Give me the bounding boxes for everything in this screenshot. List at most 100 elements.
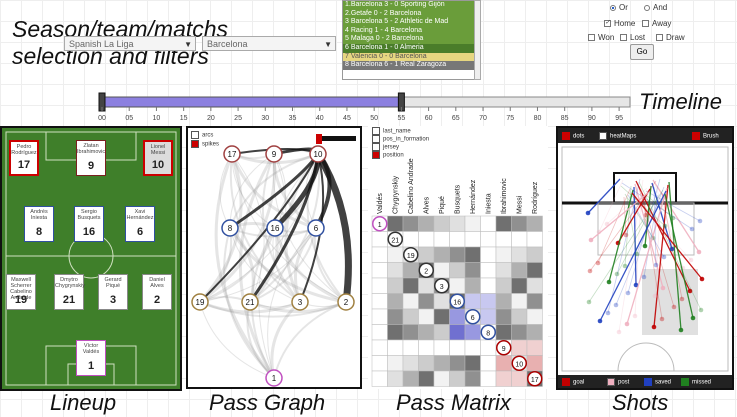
shot-dot[interactable] [698,307,704,313]
matrix-cell[interactable] [464,370,481,387]
matrix-cell[interactable] [480,277,497,294]
matrix-cell[interactable] [387,308,404,325]
matrix-cell[interactable] [387,293,404,310]
matrix-cell[interactable] [418,339,435,356]
matrix-cell[interactable] [526,215,543,232]
match-list[interactable]: 1.Barcelona 3 - 0 Sporting Gijón 2.Getafe… [342,0,476,80]
and-radio[interactable]: And [644,3,667,12]
matrix-cell[interactable] [387,355,404,372]
matrix-cell[interactable] [480,293,497,310]
matrix-cell[interactable] [433,293,450,310]
matrix-cell[interactable] [402,293,419,310]
matrix-cell[interactable] [464,293,481,310]
matrix-cell[interactable] [418,231,435,248]
shot-dot[interactable] [597,318,603,324]
timeline[interactable]: 00 05 10 15 20 25 30 35 40 45 50 55 60 65 70 75 80 85 90 95 [96,87,636,123]
matrix-cell[interactable] [449,370,466,387]
matrix-cell[interactable] [387,215,404,232]
team-select[interactable]: Barcelona ▼ [202,36,336,51]
timeline-svg[interactable]: 00 05 10 15 20 25 30 35 40 45 50 55 60 65 70 75 80 85 90 95 [96,87,636,123]
matrix-cell[interactable] [449,215,466,232]
matrix-column-label[interactable]: Ibrahimovic [501,178,508,214]
matrix-cell[interactable] [402,308,419,325]
matrix-cell[interactable] [418,324,435,341]
shot-dot[interactable] [623,232,629,238]
shot-dot[interactable] [653,262,659,268]
player-card[interactable]: Daniel Alves 2 [142,274,172,310]
matrix-diagonal-node[interactable] [418,262,434,278]
matrix-diagonal-node[interactable] [496,340,512,356]
matrix-cell[interactable] [418,355,435,372]
matrix-column-label[interactable]: Messi [516,195,523,214]
match-list-item[interactable]: 8 Barcelona 6 - 1 Real Zaragoza [343,61,475,70]
shot-dot[interactable] [586,299,592,305]
legend-goal[interactable]: goal [562,378,584,386]
matrix-cell[interactable] [526,355,543,372]
shot-dot[interactable] [652,293,658,299]
legend-dots[interactable]: dots [562,132,584,140]
matrix-cell[interactable] [433,370,450,387]
matrix-cell[interactable] [495,355,512,372]
home-checkbox[interactable]: ✓ Home [604,19,636,28]
matrix-cell[interactable] [495,231,512,248]
go-button[interactable]: Go [630,44,654,60]
legend-pos-in-formation[interactable]: pos_in_formation [372,135,429,143]
shot-dot[interactable] [641,274,647,280]
match-list-item[interactable]: 4 Racing 1 - 4 Barcelona [343,26,475,36]
matrix-cell[interactable] [480,370,497,387]
matrix-cell[interactable] [511,339,528,356]
matrix-column-label[interactable]: Rodríguez [532,181,539,214]
matrix-cell[interactable] [433,262,450,279]
legend-missed[interactable]: missed [681,378,711,386]
shot-dot[interactable] [696,249,702,255]
matrix-cell[interactable] [495,277,512,294]
legend-post[interactable]: post [607,378,629,386]
matrix-cell[interactable] [495,293,512,310]
pass-node[interactable] [265,369,283,387]
matrix-cell[interactable] [526,308,543,325]
shot-dot[interactable] [606,279,612,285]
matrix-diagonal-node[interactable] [511,355,527,371]
matrix-cell[interactable] [464,277,481,294]
league-select[interactable]: Spanish La Liga ▼ [64,36,196,51]
matrix-diagonal-node[interactable] [403,247,419,263]
matrix-cell[interactable] [371,262,388,279]
matrix-cell[interactable] [480,246,497,263]
player-card[interactable]: Maxwell Scherrer Cabelino Andrade 19 [6,274,36,310]
matrix-column-label[interactable]: Chygrynskiy [392,175,399,214]
matrix-cell[interactable] [387,262,404,279]
shot-dot[interactable] [690,315,696,321]
pass-node[interactable] [291,293,309,311]
shot-dot[interactable] [671,304,677,310]
matrix-cell[interactable] [526,324,543,341]
matrix-cell[interactable] [433,246,450,263]
player-card[interactable]: Andrés Iniesta 8 [24,206,54,242]
matrix-cell[interactable] [402,215,419,232]
matrix-diagonal-node[interactable] [449,293,465,309]
player-card[interactable]: Xavi Hernández 6 [125,206,155,242]
player-card[interactable]: Gerard Piqué 3 [98,274,128,310]
lost-checkbox[interactable]: Lost [620,33,645,42]
matrix-cell[interactable] [449,355,466,372]
matrix-column-label[interactable]: Cabelino Andrade [408,158,415,214]
match-list-item[interactable]: 5 Malaga 0 - 2 Barcelona [343,35,475,44]
shot-dot[interactable] [670,215,676,221]
match-list-item[interactable]: 3 Barcelona 5 - 2 Athletic de Mad [343,18,475,27]
shot-dot[interactable] [605,310,611,316]
shot-dot[interactable] [687,288,693,294]
pass-node[interactable] [266,219,284,237]
matrix-cell[interactable] [371,231,388,248]
timeline-range[interactable] [101,96,402,108]
matrix-cell[interactable] [449,262,466,279]
away-checkbox[interactable]: Away [642,19,671,28]
pass-node[interactable] [309,145,327,163]
matrix-cell[interactable] [480,355,497,372]
matrix-cell[interactable] [402,231,419,248]
matrix-cell[interactable] [464,215,481,232]
match-list-item[interactable]: 1.Barcelona 3 - 0 Sporting Gijón [343,1,475,10]
matrix-cell[interactable] [449,308,466,325]
matrix-cell[interactable] [371,339,388,356]
matrix-diagonal-node[interactable] [387,231,403,247]
matrix-cell[interactable] [464,231,481,248]
shot-dot[interactable] [699,276,705,282]
